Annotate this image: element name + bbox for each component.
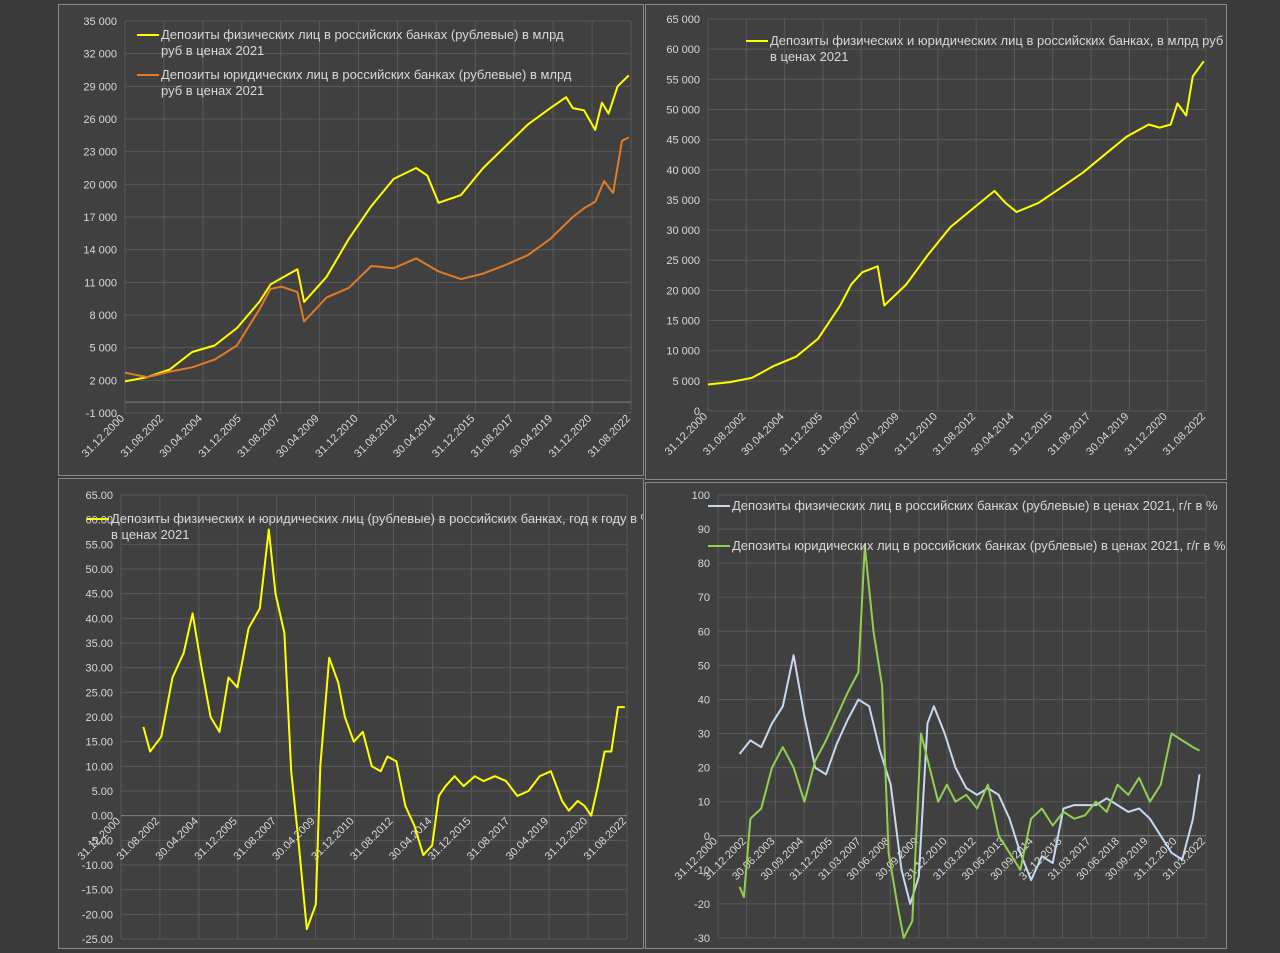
y-tick-label: 26 000 xyxy=(83,114,117,126)
y-tick-label: 23 000 xyxy=(83,147,117,159)
y-tick-label: 14 000 xyxy=(83,245,117,257)
legend-label: Депозиты физических лиц в российских бан… xyxy=(161,27,564,42)
legend-label: Депозиты юридических лиц в российских ба… xyxy=(161,67,572,82)
y-tick-label: 30 xyxy=(698,729,710,741)
y-tick-label: -10.00 xyxy=(82,860,113,872)
y-tick-label: 10 xyxy=(698,797,710,809)
y-tick-label: 10 000 xyxy=(666,346,700,358)
y-tick-label: 50.00 xyxy=(85,564,113,576)
legend-label: Депозиты физических лиц в российских бан… xyxy=(732,498,1218,513)
series-line-1 xyxy=(142,528,625,931)
y-tick-label: 50 000 xyxy=(666,104,700,116)
chart-bottom-right: -30-20-10010203040506070809010031.12.200… xyxy=(673,490,1226,945)
panel-top-left: -1 000 2 000 5 000 8 000 11 000 14 000 17 000 2… xyxy=(58,4,644,476)
legend-label: Депозиты физических и юридических лиц (р… xyxy=(111,511,643,526)
y-tick-label: 90 xyxy=(698,524,710,536)
y-tick-label: 11 000 xyxy=(84,277,117,289)
y-tick-label: 5.00 xyxy=(92,786,113,798)
chart-bottom-left: -25.00 -20.00 -15.00 -10.00 -5.00 0.00 5.00 10.… xyxy=(76,490,653,946)
y-tick-label: 35.00 xyxy=(85,638,113,650)
y-tick-label: 45.00 xyxy=(85,589,113,601)
y-tick-label: 20.00 xyxy=(85,712,113,724)
y-tick-label: 0.00 xyxy=(92,811,113,823)
y-tick-label: 30.00 xyxy=(85,663,113,675)
y-tick-label: -20 xyxy=(694,899,710,911)
y-tick-label: 25 000 xyxy=(666,255,700,267)
y-tick-label: -15.00 xyxy=(82,885,113,897)
series-line-1 xyxy=(738,654,1201,905)
y-tick-label: 20 000 xyxy=(666,285,700,297)
y-tick-label: 65.00 xyxy=(85,490,113,502)
y-tick-label: 100 xyxy=(692,490,710,502)
y-tick-label: 40 xyxy=(698,694,710,706)
y-tick-label: 55.00 xyxy=(85,539,113,551)
series-line-2 xyxy=(738,545,1200,939)
panel-top-right: 0 5 000 10 000 15 000 20 000 25 000 30 000 35 0… xyxy=(645,4,1227,480)
y-tick-label: 35 000 xyxy=(666,195,700,207)
legend-label: в ценах 2021 xyxy=(770,49,849,64)
chart-top-right: 0 5 000 10 000 15 000 20 000 25 000 30 000 35 0… xyxy=(663,14,1224,458)
y-tick-label: 80 xyxy=(698,558,710,570)
y-tick-label: 32 000 xyxy=(83,49,117,61)
y-tick-label: 30 000 xyxy=(666,225,700,237)
y-tick-label: 70 xyxy=(698,592,710,604)
legend-label: руб в ценах 2021 xyxy=(161,83,264,98)
legend-label: Депозиты юридических лиц в российских ба… xyxy=(732,538,1226,553)
y-tick-label: 35 000 xyxy=(83,16,117,28)
y-tick-label: 0 xyxy=(704,831,710,843)
y-tick-label: 20 000 xyxy=(83,179,117,191)
y-tick-label: 17 000 xyxy=(83,212,117,224)
legend-label: Депозиты физических и юридических лиц в … xyxy=(770,33,1223,48)
series-line-1 xyxy=(124,74,630,383)
y-tick-label: 60 000 xyxy=(666,44,700,56)
y-tick-label: 55 000 xyxy=(666,74,700,86)
y-tick-label: 20 xyxy=(698,763,710,775)
y-tick-label: 50 xyxy=(698,660,710,672)
y-tick-label: 25.00 xyxy=(85,687,113,699)
y-tick-label: 40.00 xyxy=(85,613,113,625)
y-tick-label: -20.00 xyxy=(82,909,113,921)
y-tick-label: 15 000 xyxy=(666,316,700,328)
y-tick-label: 8 000 xyxy=(89,310,117,322)
y-tick-label: 0 xyxy=(694,406,700,418)
series-line-2 xyxy=(124,136,630,379)
panel-bottom-right: -30 -20 -10 0 10 20 30 40 50 60 70 80 90 100 31.12.200… xyxy=(645,482,1227,949)
y-tick-label: 15.00 xyxy=(85,737,113,749)
y-tick-label: -5.00 xyxy=(88,835,113,847)
y-tick-label: -10 xyxy=(694,865,710,877)
series-line-1 xyxy=(707,60,1205,386)
legend-label: в ценах 2021 xyxy=(111,527,190,542)
y-tick-label: 10.00 xyxy=(85,761,113,773)
y-tick-label: 60 xyxy=(698,626,710,638)
y-tick-label: 2 000 xyxy=(89,375,117,387)
y-tick-label: -25.00 xyxy=(82,934,113,946)
chart-top-left: -1 000 2 000 5 000 8 000 11 000 14 000 17 000 2… xyxy=(80,16,633,460)
y-tick-label: -1 000 xyxy=(86,408,117,420)
y-tick-label: 5 000 xyxy=(672,376,700,388)
y-tick-label: 40 000 xyxy=(666,165,700,177)
y-tick-label: 5 000 xyxy=(89,343,117,355)
panel-bottom-left: -25.00 -20.00 -15.00 -10.00 -5.00 0.00 5.00 10.… xyxy=(58,478,653,949)
y-tick-label: 45 000 xyxy=(666,135,700,147)
y-tick-label: 29 000 xyxy=(83,81,117,93)
legend-label: руб в ценах 2021 xyxy=(161,43,264,58)
y-tick-label: 60.00 xyxy=(85,515,113,527)
y-tick-label: 65 000 xyxy=(666,14,700,26)
y-tick-label: -30 xyxy=(694,933,710,945)
